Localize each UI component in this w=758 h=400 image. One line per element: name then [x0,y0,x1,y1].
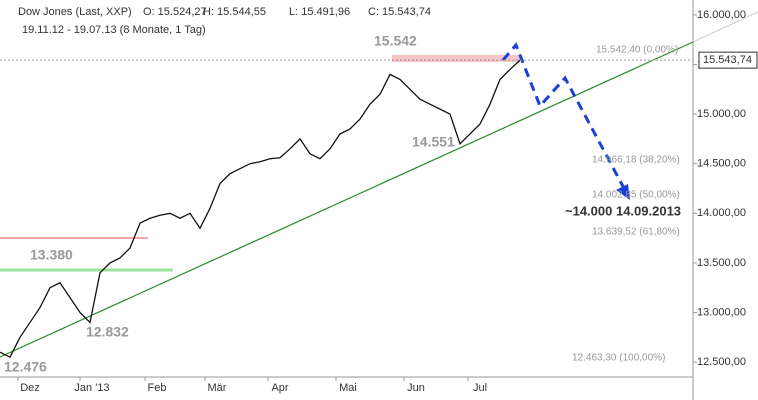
fib-label: 12.463,30 (100,00%) [572,353,665,364]
arrow-head [616,184,630,200]
x-tick-label: Mai [339,382,357,394]
level-label: 15.542 [374,33,417,49]
x-tick-label: Jan '13 [74,382,109,394]
y-tick-label: 12.500,00 [697,356,746,368]
level-label: 13.380 [30,247,73,263]
fib-label: 13.639,52 (61,80%) [592,227,680,238]
ohlc-value: H: 15.544,55 [203,6,266,18]
fib-label: 14.966,18 (38,20%) [592,155,680,166]
y-tick-label: 16.000,00 [697,9,746,21]
level-label: 12.832 [86,324,129,340]
subtitle: 19.11.12 - 19.07.13 (8 Monate, 1 Tag) [22,24,206,36]
forecast-label: ~14.000 14.09.2013 [565,203,681,218]
trend-ext [692,11,758,43]
x-tick-label: Mär [208,382,227,394]
trend-line [0,41,694,358]
y-tick-label: 14.000,00 [697,207,746,219]
forecast-path [501,42,628,193]
ohlc-value: L: 15.491,96 [289,6,350,18]
x-tick-label: Jun [407,382,425,394]
y-tick-label: 13.000,00 [697,306,746,318]
y-tick-label: 15.000,00 [697,108,746,120]
last-price-box [698,51,758,69]
level-label: 14.551 [412,134,455,150]
fib-label: 15.542,40 (0,00%) [596,45,678,56]
y-tick-label: 14.500,00 [697,158,746,170]
chart-title: Dow Jones (Last, XXP) [18,6,132,18]
fib-label: 14.002,85 (50,00%) [592,190,680,201]
level-label: 12.476 [4,359,47,375]
resistance-zone [392,55,520,62]
x-tick-label: Feb [148,382,167,394]
ohlc-value: O: 15.524,27 [143,6,207,18]
ohlc-value: C: 15.543,74 [368,6,431,18]
x-tick-label: Dez [20,382,40,394]
last-price: 15.543,74 [703,54,752,66]
y-tick-label: 13.500,00 [697,257,746,269]
x-tick-label: Apr [271,382,288,394]
price-line [0,59,521,359]
x-tick-label: Jul [473,382,487,394]
